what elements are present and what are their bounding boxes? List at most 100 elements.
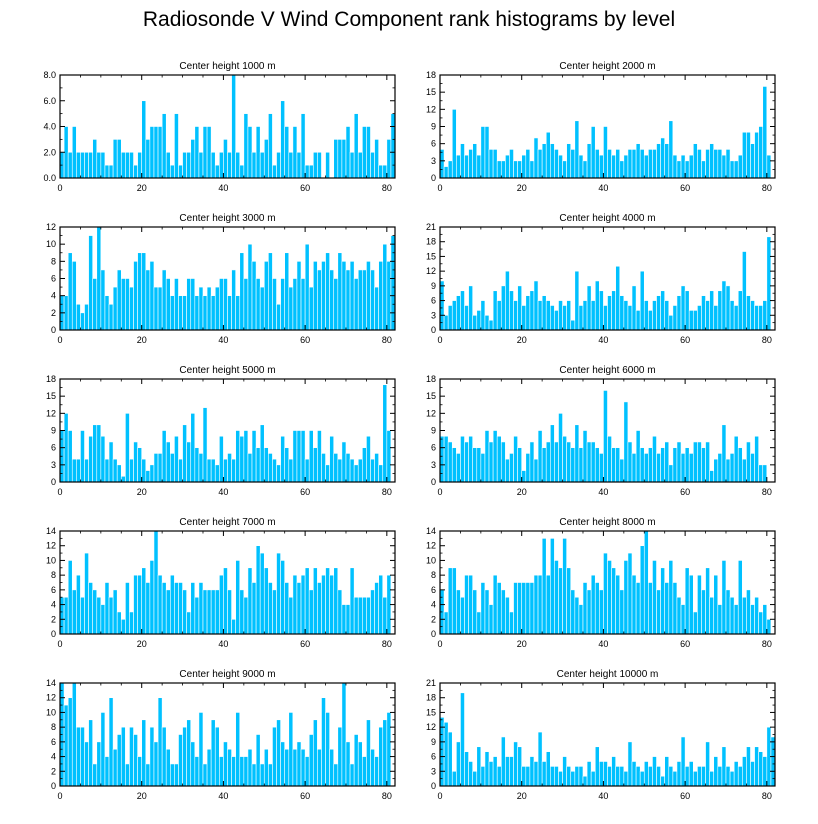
bar	[341, 261, 347, 331]
bar	[464, 305, 469, 331]
bar	[304, 243, 310, 331]
bar	[235, 295, 241, 331]
bar	[325, 712, 330, 787]
bar	[599, 154, 604, 179]
bar	[178, 734, 183, 787]
bar	[623, 560, 629, 635]
bar	[607, 149, 612, 179]
bar	[451, 109, 457, 179]
bar	[627, 149, 633, 179]
bar	[353, 113, 359, 179]
bar	[255, 278, 261, 331]
bar	[255, 447, 261, 483]
bar	[656, 453, 661, 483]
bar	[766, 236, 772, 331]
bar	[125, 151, 130, 179]
bar	[500, 736, 506, 787]
bar	[116, 611, 122, 635]
bar	[165, 441, 171, 483]
y-tick-label: 4.0	[43, 122, 56, 132]
bar	[386, 712, 392, 787]
bar	[239, 756, 245, 787]
y-tick-label: 9	[431, 426, 436, 436]
bar	[623, 300, 629, 331]
y-tick-label: 2	[431, 614, 436, 624]
bar	[456, 589, 461, 635]
bar	[652, 756, 657, 787]
bar	[754, 131, 759, 179]
bar	[525, 582, 531, 635]
bar	[223, 458, 228, 483]
panel-1: Center height 1000 m 0 20 40 60 80 0.0 2.0 4.0 6.…	[43, 61, 396, 193]
bar	[607, 295, 612, 331]
panel-9: Center height 9000 m 0 20 40 60 80 0 2 4 6 8 10 12 14	[46, 669, 396, 801]
bar	[574, 270, 580, 331]
bar	[456, 741, 461, 787]
bar	[223, 278, 228, 331]
bar	[227, 748, 232, 787]
bar	[599, 453, 604, 483]
bar	[300, 278, 306, 331]
bar	[505, 270, 510, 331]
bar	[170, 453, 175, 483]
bar	[513, 160, 518, 179]
bar	[133, 261, 138, 331]
bar	[680, 604, 686, 635]
bar	[697, 766, 702, 787]
bar	[509, 611, 514, 635]
bar	[174, 113, 179, 179]
bar	[149, 726, 155, 787]
bar	[643, 300, 649, 331]
bar	[308, 734, 314, 787]
y-tick-label: 12	[426, 266, 436, 276]
bar	[178, 164, 183, 179]
bar	[288, 596, 294, 635]
bar	[194, 596, 200, 635]
bar	[594, 280, 600, 331]
bar	[214, 164, 220, 179]
bar	[509, 453, 514, 483]
bar	[603, 126, 608, 179]
bar	[529, 441, 535, 483]
bar	[223, 139, 228, 179]
bar	[304, 164, 310, 179]
bar	[447, 441, 453, 483]
bar	[451, 447, 457, 483]
bar	[717, 149, 723, 179]
bar	[570, 149, 576, 179]
y-tick-label: 4	[51, 752, 56, 762]
bar	[603, 390, 608, 483]
bar	[460, 692, 465, 787]
bar	[100, 712, 106, 787]
bar	[713, 574, 719, 635]
bar	[623, 154, 629, 179]
bar	[268, 113, 273, 179]
bar	[472, 589, 478, 635]
y-tick-label: 6	[431, 296, 436, 306]
bar	[202, 126, 208, 179]
bar	[725, 589, 731, 635]
x-tick-label: 80	[762, 487, 772, 497]
bar	[664, 300, 670, 331]
bar	[521, 582, 527, 635]
x-tick-label: 80	[382, 335, 392, 345]
bar	[603, 552, 608, 635]
bar	[263, 139, 269, 179]
bar	[737, 447, 743, 483]
bar	[733, 435, 739, 483]
x-tick-label: 60	[300, 487, 310, 497]
bar	[533, 761, 539, 787]
bar	[92, 763, 98, 787]
bar	[100, 435, 106, 483]
bar	[537, 430, 543, 483]
bar	[108, 303, 114, 331]
bar	[112, 589, 118, 635]
panel-4: Center height 4000 m 0 20 40 60 80 0 3 6 9 12 15 18 2…	[426, 213, 776, 345]
bar	[300, 430, 306, 483]
y-tick-label: 21	[426, 678, 436, 688]
bar	[227, 151, 232, 179]
bar	[243, 113, 249, 179]
bar	[566, 567, 572, 635]
bar	[92, 589, 98, 635]
y-tick-label: 10	[426, 555, 436, 565]
